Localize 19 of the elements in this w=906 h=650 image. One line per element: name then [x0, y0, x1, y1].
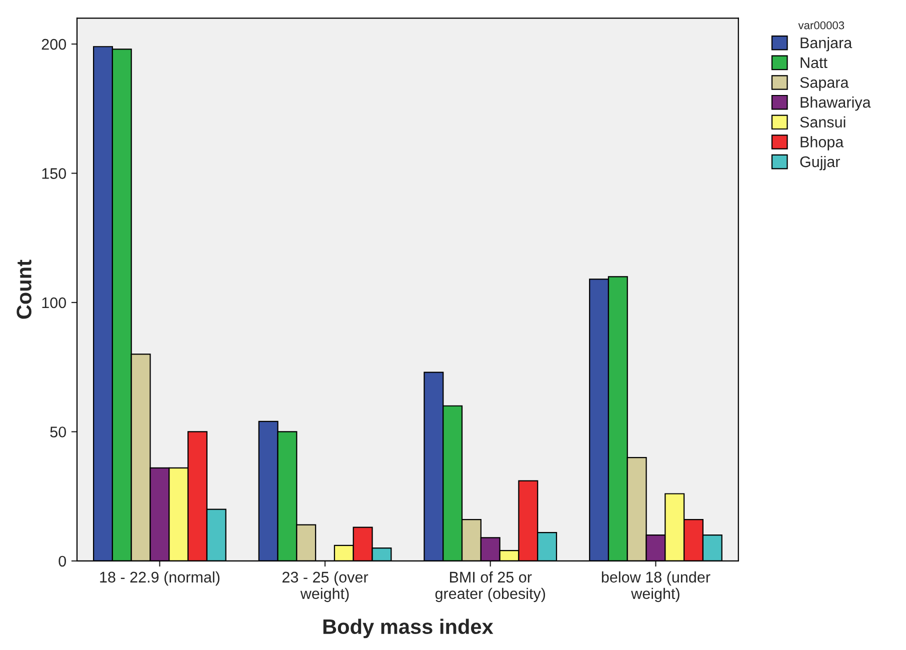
x-tick-label: 23 - 25 (over weight): [282, 571, 368, 602]
legend-label: Bhopa: [800, 136, 844, 150]
legend-label: Natt: [800, 57, 828, 68]
y-axis-title: Count: [16, 260, 32, 319]
x-tick-label: below 18 (under weight): [602, 571, 710, 602]
legend-label: Sansui: [800, 116, 846, 128]
y-tick-label: 50: [50, 426, 66, 438]
x-tick-label: BMI of 25 or greater (obesity): [435, 571, 546, 602]
y-tick-label: 150: [42, 168, 66, 179]
legend-title: var00003: [798, 21, 844, 30]
y-tick-label: 0: [58, 556, 66, 567]
y-tick-label: 100: [42, 297, 66, 308]
legend-label: Bhawariya: [800, 96, 871, 111]
x-tick-label: 18 - 22.9 (normal): [100, 571, 220, 586]
x-axis-title: Body mass index: [323, 618, 494, 638]
legend-label: Gujjar: [800, 156, 840, 170]
y-tick-label: 200: [42, 38, 66, 50]
legend-label: Sapara: [800, 77, 849, 91]
legend-label: Banjara: [800, 37, 852, 52]
